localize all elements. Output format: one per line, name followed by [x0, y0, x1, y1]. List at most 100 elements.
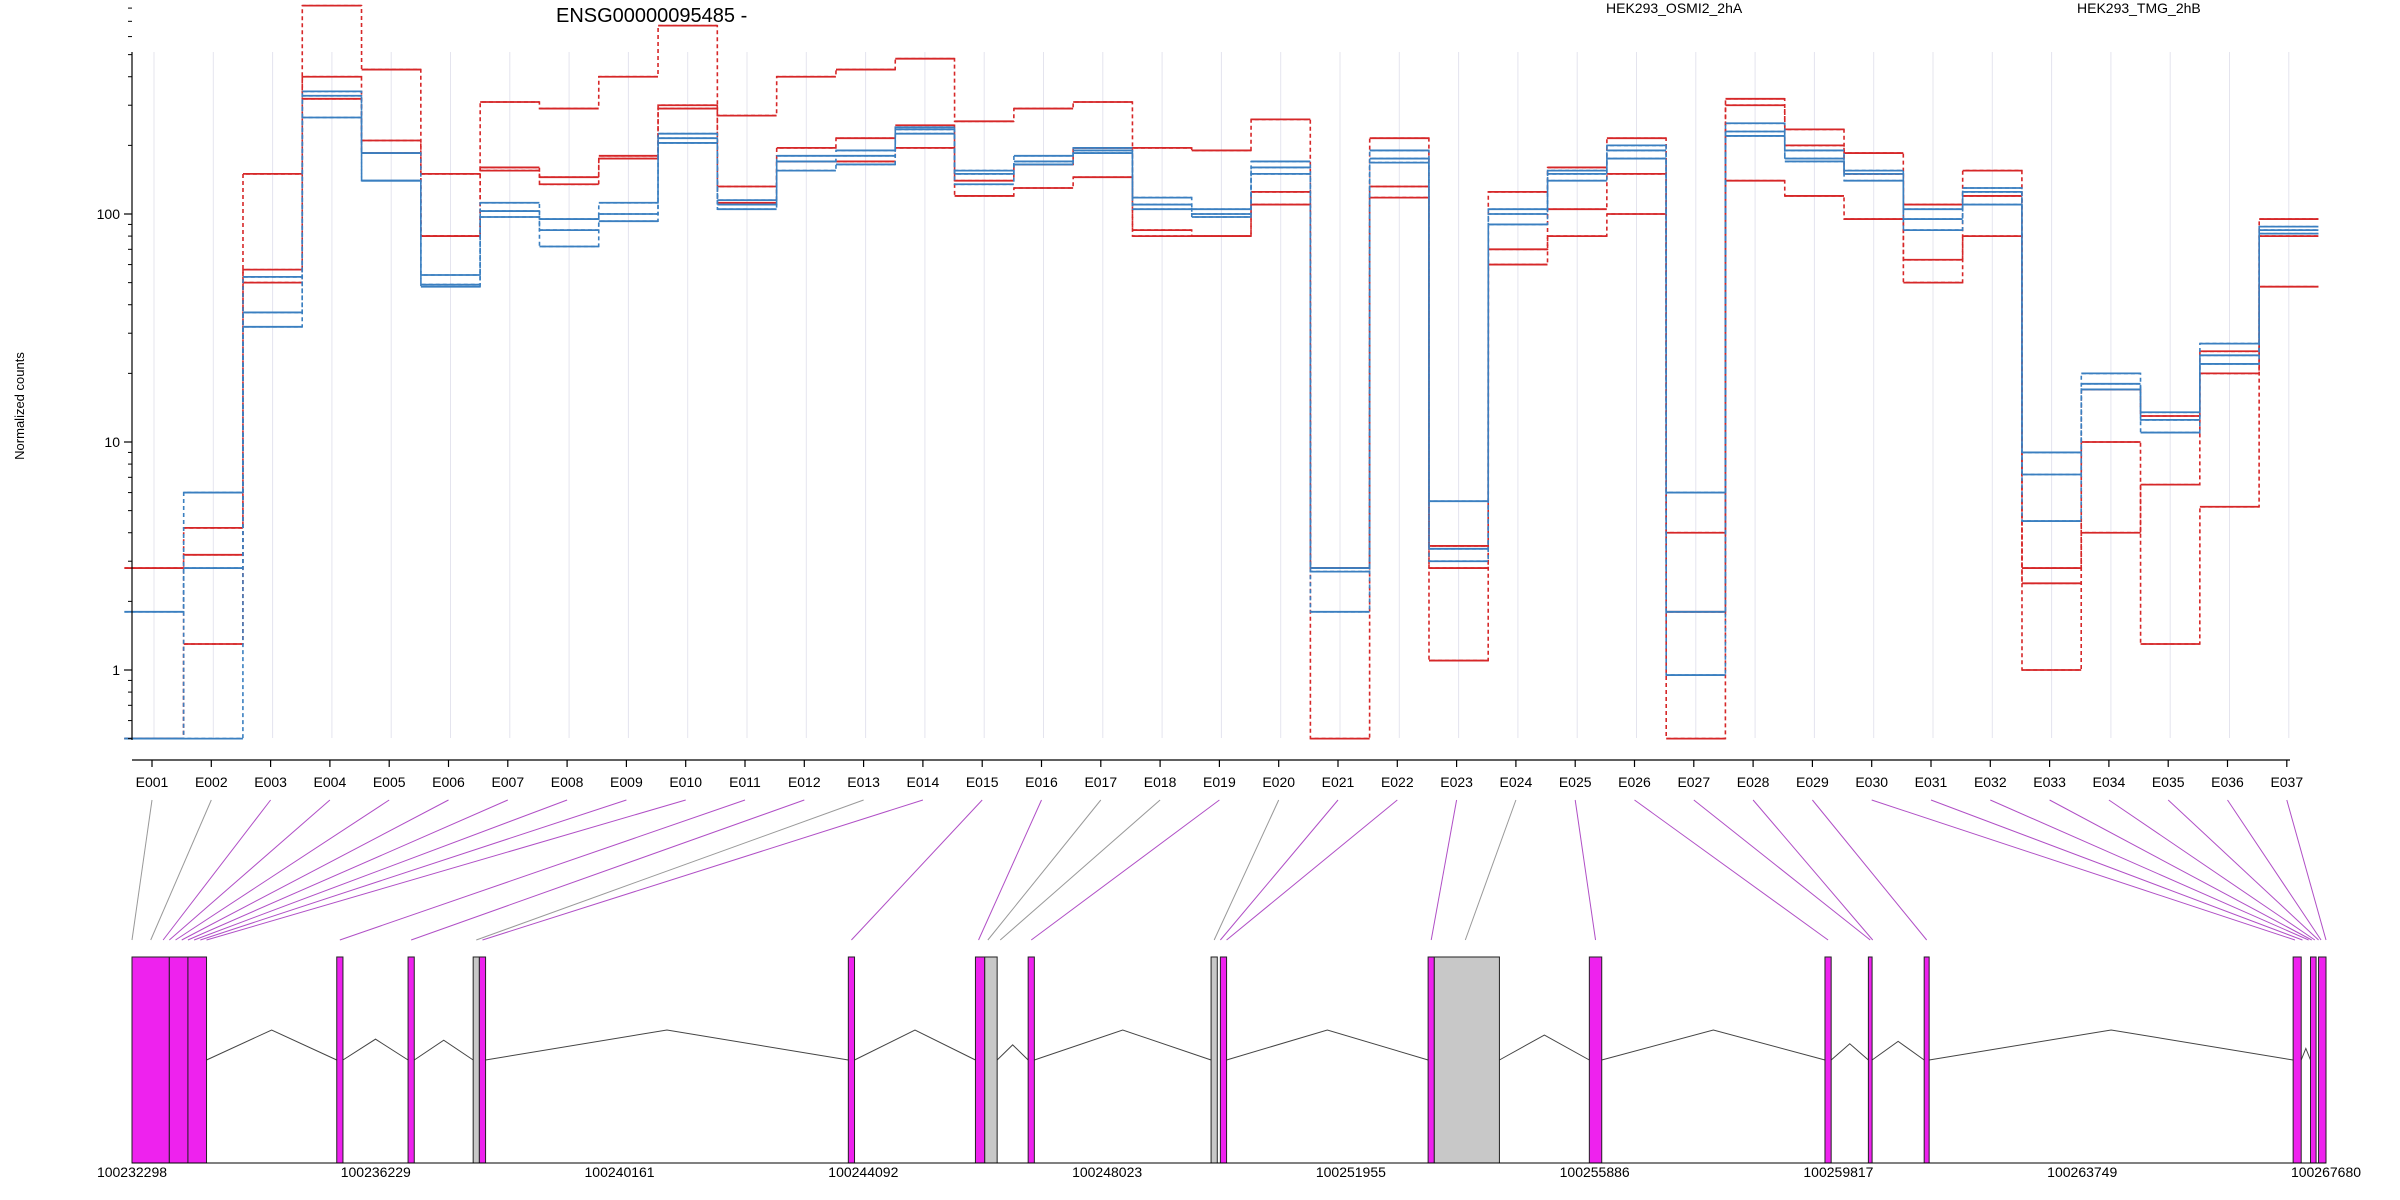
x-tick-label: E031	[1915, 774, 1948, 790]
x-tick-label: E023	[1440, 774, 1473, 790]
exon-connector	[2227, 799, 2322, 941]
x-tick-label: E036	[2211, 774, 2244, 790]
axes: 1000100101E001E002E003E004E005E006E007E0…	[97, 7, 2303, 790]
exon-block	[1923, 956, 1930, 1164]
exon-block	[1210, 956, 1218, 1164]
x-tick-label: E011	[729, 774, 761, 790]
exon-connector	[2286, 799, 2327, 941]
exon-connector	[2049, 799, 2312, 941]
gene-tick-label: 100232298	[97, 1164, 167, 1180]
intron-line	[1034, 1029, 1212, 1061]
intron-line	[1226, 1029, 1429, 1061]
intron-line	[342, 1038, 409, 1061]
x-tick-label: E025	[1559, 774, 1592, 790]
exon-connector	[181, 799, 449, 941]
y-axis-label: Normalized counts	[12, 352, 27, 460]
x-tick-label: E028	[1737, 774, 1770, 790]
intron-line	[2300, 1047, 2311, 1061]
x-tick-label: E005	[373, 774, 406, 790]
intron-line	[1929, 1029, 2294, 1061]
x-tick-label: E003	[254, 774, 287, 790]
chart-title: ENSG00000095485 -	[556, 5, 747, 27]
y-tick-label: 1	[112, 662, 120, 678]
exon-connector	[978, 799, 1042, 941]
vertical-grid	[153, 52, 2290, 738]
x-tick-label: E033	[2033, 774, 2066, 790]
exon-block	[1433, 956, 1500, 1164]
exon-connector	[987, 799, 1102, 941]
exon-block	[1867, 956, 1873, 1164]
exon-connector	[1990, 799, 2309, 941]
x-tick-label: E014	[907, 774, 940, 790]
exon-connector	[1812, 799, 1928, 941]
exon-block	[336, 956, 344, 1164]
exon-connector	[193, 799, 568, 941]
x-tick-label: E030	[1855, 774, 1888, 790]
exon-connector	[1693, 799, 1871, 941]
x-tick-label: E016	[1025, 774, 1058, 790]
y-tick-label: 10	[104, 434, 120, 450]
exon-block	[1824, 956, 1832, 1164]
exon-block	[478, 956, 487, 1164]
exon-block	[2309, 956, 2317, 1164]
exon-connector	[187, 799, 509, 941]
y-tick-label: 100	[97, 206, 121, 222]
gene-tick-label: 100251955	[1316, 1164, 1386, 1180]
exon-connector	[1030, 799, 1220, 941]
legend-label-osmi: HEK293_OSMI2_2hA	[1606, 0, 1743, 16]
x-tick-label: E034	[2093, 774, 2126, 790]
intron-line	[206, 1029, 337, 1061]
intron-line	[1830, 1043, 1869, 1061]
x-tick-label: E021	[1322, 774, 1355, 790]
exon-connector	[2108, 799, 2316, 941]
exon-connector	[999, 799, 1161, 941]
x-tick-label: E032	[1974, 774, 2007, 790]
intron-line	[1601, 1029, 1826, 1061]
exon-block	[984, 956, 998, 1164]
gene-tick-label: 100240161	[585, 1164, 655, 1180]
exon-connector	[1752, 799, 1874, 941]
exon-connector	[1634, 799, 1829, 941]
intron-line	[1871, 1040, 1925, 1061]
exon-connector	[200, 799, 627, 941]
exon-connector	[1464, 799, 1517, 941]
gene-tick-label: 100248023	[1072, 1164, 1142, 1180]
exon-connector	[1219, 799, 1339, 941]
gene-tick-label: 100255886	[1560, 1164, 1630, 1180]
gene-tick-label: 100267680	[2291, 1164, 2361, 1180]
exon-block	[472, 956, 480, 1164]
series-5	[124, 116, 2319, 740]
x-tick-label: E019	[1203, 774, 1236, 790]
gene-tick-label: 100244092	[828, 1164, 898, 1180]
gene-tick-label: 100263749	[2047, 1164, 2117, 1180]
exon-block	[2318, 956, 2327, 1164]
exon-block	[1588, 956, 1603, 1164]
x-tick-label: E018	[1144, 774, 1177, 790]
x-tick-label: E004	[314, 774, 347, 790]
x-tick-label: E022	[1381, 774, 1414, 790]
exon-connector	[1574, 799, 1597, 941]
x-tick-label: E020	[1262, 774, 1295, 790]
x-tick-label: E012	[788, 774, 821, 790]
x-tick-label: E017	[1084, 774, 1117, 790]
series-6	[124, 90, 2319, 740]
intron-line	[413, 1039, 474, 1061]
exon-connector	[206, 799, 686, 941]
x-tick-label: E027	[1677, 774, 1710, 790]
exon-connector	[162, 799, 271, 941]
exon-block	[1427, 956, 1435, 1164]
x-tick-label: E009	[610, 774, 643, 790]
exon-connector	[1930, 799, 2303, 941]
legend-label-tmg: HEK293_TMG_2hB	[2077, 0, 2201, 16]
exon-connector	[476, 799, 864, 941]
intron-line	[996, 1044, 1029, 1061]
exon-block	[407, 956, 415, 1164]
x-tick-label: E013	[847, 774, 880, 790]
exon-block	[168, 956, 189, 1164]
exon-connector	[175, 799, 390, 941]
exon-block	[187, 956, 208, 1164]
x-tick-label: E015	[966, 774, 999, 790]
x-tick-label: E037	[2270, 774, 2303, 790]
x-tick-label: E010	[669, 774, 702, 790]
